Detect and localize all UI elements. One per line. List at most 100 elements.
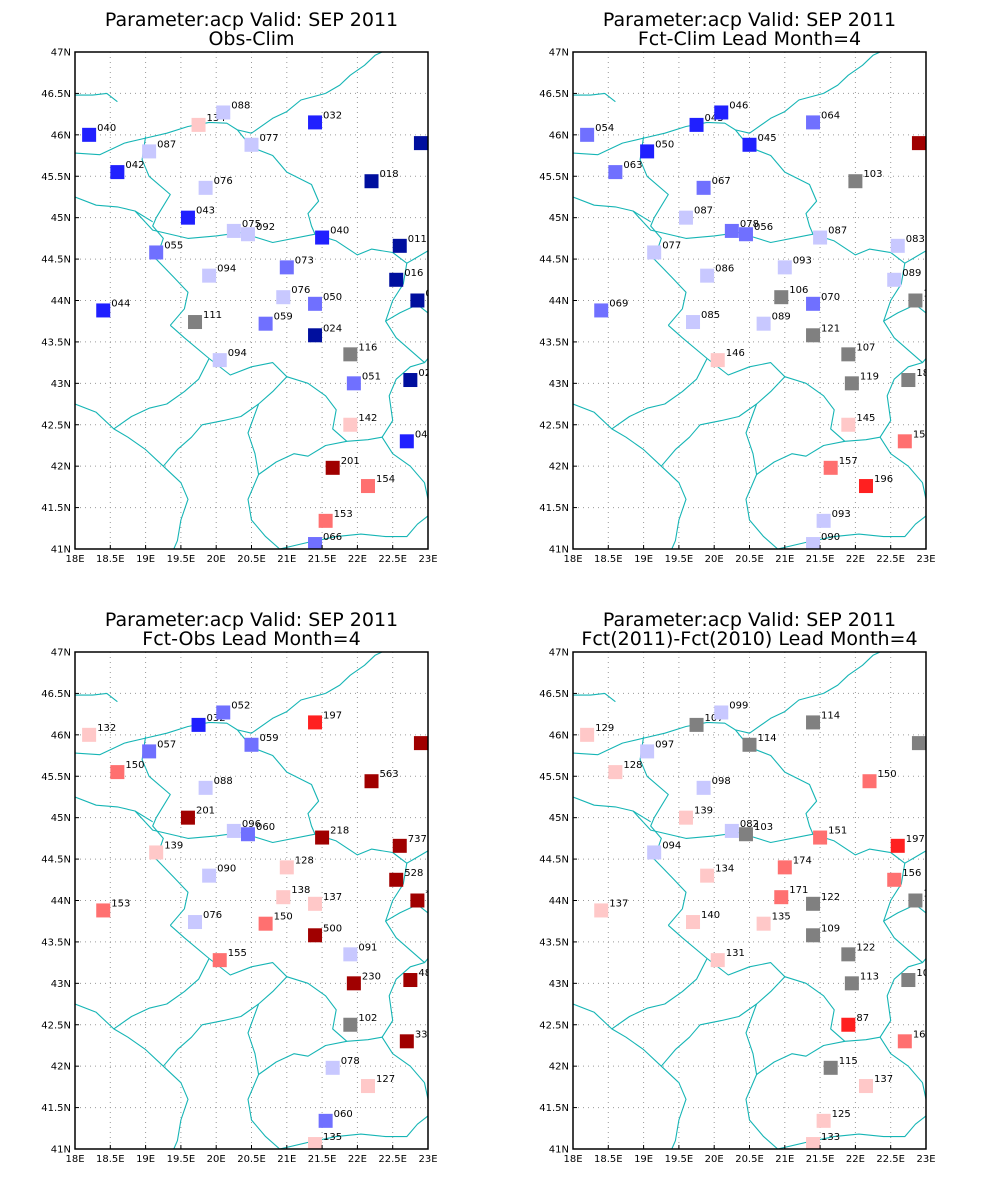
station-marker	[841, 417, 856, 432]
station-value-label: 171	[789, 885, 808, 896]
station-marker	[777, 860, 792, 875]
x-tick-label: 18E	[563, 1154, 582, 1165]
country-border	[162, 376, 288, 467]
station-marker	[244, 137, 259, 152]
x-tick-label: 19.5E	[167, 1154, 196, 1165]
station-marker	[180, 210, 195, 225]
station-marker	[862, 774, 877, 789]
station-marker	[258, 916, 273, 931]
country-border	[258, 440, 347, 475]
station-marker	[343, 417, 358, 432]
station-value-label: 044	[111, 298, 130, 309]
station-marker	[82, 727, 97, 742]
station-value-label: 004	[425, 289, 444, 300]
station-marker	[700, 868, 715, 883]
station-value-label: 114	[758, 733, 777, 744]
station-marker	[901, 973, 916, 988]
station-value-label: 196	[874, 474, 893, 485]
country-border	[573, 1003, 687, 1149]
station-value-label: 104	[923, 289, 942, 300]
station-marker	[308, 928, 323, 943]
country-border	[279, 515, 428, 549]
country-border	[169, 924, 383, 1042]
station-value-label: 132	[97, 723, 116, 734]
station-marker	[678, 210, 693, 225]
x-tick-label: 18.5E	[96, 554, 125, 565]
x-tick-label: 23E	[916, 554, 935, 565]
country-border	[134, 810, 316, 844]
station-marker	[813, 830, 828, 845]
country-border	[75, 403, 189, 549]
station-marker	[640, 144, 655, 159]
station-marker	[403, 973, 418, 988]
station-value-label: 051	[362, 371, 381, 382]
station-value-label: 088	[214, 776, 233, 787]
station-value-label: 054	[595, 123, 614, 134]
station-marker	[198, 180, 213, 195]
y-tick-label: 43.5N	[539, 337, 569, 348]
station-value-label: 135	[323, 1132, 342, 1143]
station-marker	[318, 1113, 333, 1128]
y-tick-label: 47N	[51, 648, 71, 659]
country-border	[236, 729, 425, 964]
country-border	[660, 976, 786, 1067]
station-value-label: 087	[828, 226, 847, 237]
country-border	[639, 736, 687, 926]
station-value-label: 139	[164, 840, 183, 851]
station-value-label: 050	[655, 139, 674, 150]
country-border	[573, 196, 651, 223]
station-marker	[191, 117, 206, 132]
station-marker	[742, 137, 757, 152]
station-marker	[901, 373, 916, 388]
station-value-label: 137	[874, 1074, 893, 1085]
station-value-label: 044	[415, 429, 434, 440]
country-border	[883, 304, 926, 322]
station-marker	[315, 830, 330, 845]
country-border	[879, 1036, 926, 1100]
y-tick-label: 45N	[51, 213, 71, 224]
station-marker	[823, 1060, 838, 1075]
station-marker	[191, 717, 206, 732]
station-marker	[410, 293, 425, 308]
station-marker	[774, 890, 789, 905]
country-border	[632, 210, 814, 244]
station-marker	[844, 976, 859, 991]
y-tick-label: 41.5N	[41, 503, 71, 514]
country-border	[611, 958, 708, 1030]
station-value-label: 113	[860, 971, 879, 982]
station-marker	[364, 774, 379, 789]
station-marker	[608, 765, 623, 780]
country-border	[75, 92, 118, 103]
station-marker	[96, 903, 111, 918]
y-tick-label: 41.5N	[41, 1103, 71, 1114]
y-tick-label: 44N	[51, 896, 71, 907]
x-tick-label: 22E	[348, 1154, 367, 1165]
panel-title: Parameter:acp Valid: SEP 2011	[105, 609, 398, 631]
x-tick-label: 23E	[916, 1154, 935, 1165]
station-marker	[279, 860, 294, 875]
panel-title: Parameter:acp Valid: SEP 2011	[105, 9, 398, 31]
station-value-label: 156	[902, 868, 921, 879]
x-tick-label: 20E	[705, 554, 724, 565]
station-marker	[308, 537, 323, 549]
x-tick-label: 18E	[65, 1154, 84, 1165]
country-border	[381, 436, 428, 500]
station-marker	[911, 136, 926, 151]
station-value-label: 078	[341, 1056, 360, 1067]
station-value-label: 060	[334, 1109, 353, 1120]
station-marker	[724, 223, 739, 238]
station-marker	[276, 290, 291, 305]
panel-subtitle: Fct-Obs Lead Month=4	[142, 628, 360, 650]
y-tick-label: 42.5N	[539, 1020, 569, 1031]
station-value-label: 059	[274, 312, 293, 323]
station-marker	[806, 296, 821, 311]
station-marker	[198, 780, 213, 795]
country-border	[883, 904, 926, 922]
country-border	[75, 52, 383, 156]
station-marker	[202, 868, 217, 883]
station-value-label: 067	[712, 176, 731, 187]
station-value-label: 094	[217, 264, 236, 275]
station-value-label: 737	[408, 834, 427, 845]
